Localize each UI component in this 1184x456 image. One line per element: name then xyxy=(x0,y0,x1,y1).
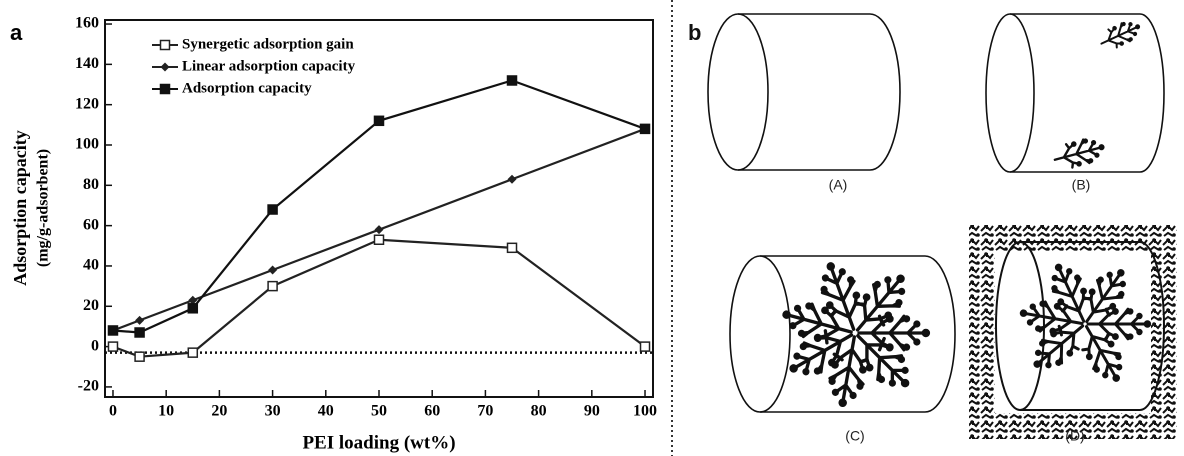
panel-label: a xyxy=(10,20,23,45)
x-tick-label: 10 xyxy=(158,403,174,420)
plot-frame xyxy=(104,19,654,398)
x-tick-label: 100 xyxy=(633,403,657,420)
chart: a PEI loading (wt%) Adsorption capacity … xyxy=(10,15,657,454)
x-tick-label: 50 xyxy=(371,403,387,420)
legend-marker xyxy=(159,39,171,51)
dendrimer xyxy=(1096,15,1145,54)
y-tick-label: 60 xyxy=(83,216,99,233)
marker xyxy=(134,351,145,362)
x-tick-label: 20 xyxy=(211,403,227,420)
y-tick-label: 140 xyxy=(75,55,99,72)
marker xyxy=(373,234,385,245)
y-tick-label: 0 xyxy=(91,337,99,354)
legend-label: Linear adsorption capacity xyxy=(182,58,356,74)
legend-marker xyxy=(160,62,170,72)
diagram-label: (B) xyxy=(1072,177,1091,193)
panel-label: b xyxy=(688,20,701,45)
marker xyxy=(506,75,518,86)
diagram-label: (A) xyxy=(829,177,848,193)
y-tick-label: 20 xyxy=(83,297,99,314)
x-tick-label: 30 xyxy=(265,403,281,420)
marker xyxy=(374,225,384,235)
legend-marker xyxy=(159,83,171,95)
dendrimer xyxy=(1050,133,1109,173)
marker xyxy=(135,315,145,325)
x-axis-label: PEI loading (wt%) xyxy=(302,432,455,453)
marker xyxy=(134,327,145,338)
marker xyxy=(107,341,119,352)
diagram-label: (D) xyxy=(1065,428,1084,444)
x-tick-label: 60 xyxy=(424,403,440,420)
y-tick-label: 40 xyxy=(83,257,99,274)
legend-label: Adsorption capacity xyxy=(182,80,312,96)
cylinder xyxy=(985,13,1165,173)
marker xyxy=(507,174,517,184)
y-tick-label: 80 xyxy=(83,176,99,193)
x-tick-label: 40 xyxy=(318,403,334,420)
marker xyxy=(187,303,199,314)
marker xyxy=(188,295,198,305)
cylinder xyxy=(729,255,956,413)
y-tick-label: 120 xyxy=(75,95,99,112)
marker xyxy=(267,204,278,215)
y-axis-label: Adsorption capacity xyxy=(10,130,30,286)
x-tick-label: 80 xyxy=(531,403,547,420)
x-tick-label: 0 xyxy=(109,403,117,420)
x-tick-label: 90 xyxy=(584,403,600,420)
cylinder xyxy=(969,225,1177,439)
x-tick-label: 70 xyxy=(477,403,493,420)
legend-label: Synergetic adsorption gain xyxy=(182,36,354,52)
marker xyxy=(639,123,651,135)
dendrimer xyxy=(1016,256,1152,390)
marker xyxy=(373,115,385,127)
y-axis-label: (mg/g-adsorbent) xyxy=(35,149,52,267)
y-tick-label: 160 xyxy=(75,15,99,32)
marker xyxy=(267,280,278,292)
marker xyxy=(639,341,651,352)
cylinder xyxy=(707,13,901,171)
diagram-label: (C) xyxy=(845,428,864,444)
marker xyxy=(506,242,518,254)
y-tick-label: -20 xyxy=(78,378,99,395)
dendrimer xyxy=(777,255,931,411)
marker xyxy=(187,347,199,358)
marker xyxy=(268,265,278,275)
marker xyxy=(107,325,119,336)
y-tick-label: 100 xyxy=(75,136,99,153)
diagram: b (A) (B) xyxy=(688,13,1177,444)
